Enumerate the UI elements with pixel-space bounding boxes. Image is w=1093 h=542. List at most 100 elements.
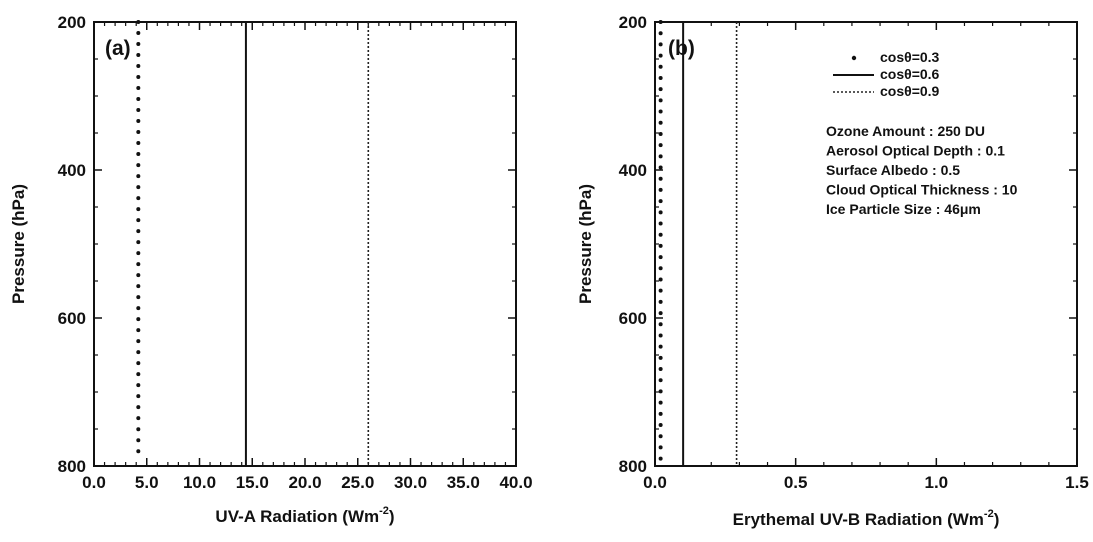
series-point [136, 42, 141, 47]
series-point [136, 339, 141, 344]
series-point [658, 389, 663, 394]
series-point [136, 31, 141, 36]
series-point [658, 333, 663, 338]
series-point [658, 344, 663, 349]
series-point [658, 165, 663, 170]
annotation-line: Cloud Optical Thickness : 10 [826, 182, 1018, 198]
x-tick-label: 35.0 [447, 473, 480, 492]
x-axis-title-end: ) [994, 510, 1000, 529]
panel-label: (a) [105, 37, 131, 60]
series-point [136, 372, 141, 377]
series-point [658, 400, 663, 405]
series-point [658, 75, 663, 80]
series-point [136, 394, 141, 399]
series-point [136, 405, 141, 410]
series-point [136, 273, 141, 278]
series-point [658, 277, 663, 282]
series-point [658, 367, 663, 372]
series-point [136, 350, 141, 355]
series-point [136, 383, 141, 388]
series-point [136, 317, 141, 322]
annotation-line: Aerosol Optical Depth : 0.1 [826, 143, 1005, 159]
series-point [136, 361, 141, 366]
series-point [136, 306, 141, 311]
annotation-line: Ozone Amount : 250 DU [826, 123, 985, 139]
series-point [658, 187, 663, 192]
annotation-line: Ice Particle Size : 46μm [826, 201, 981, 217]
series-point [658, 42, 663, 47]
series-point [136, 185, 141, 190]
x-axis-title-superscript: -2 [984, 508, 994, 520]
series-point [136, 240, 141, 245]
series-point [658, 378, 663, 383]
x-tick-label: 0.5 [784, 473, 808, 492]
series-point [658, 154, 663, 159]
series-point [658, 98, 663, 103]
series-point [136, 295, 141, 300]
series-point [658, 322, 663, 327]
series-point [658, 232, 663, 237]
series-point [136, 64, 141, 69]
series-point [136, 53, 141, 58]
series-point [658, 109, 663, 114]
series-point [136, 218, 141, 223]
x-tick-label: 10.0 [183, 473, 216, 492]
annotation-line: Surface Albedo : 0.5 [826, 162, 960, 178]
series-cos-0-3-dots [658, 20, 663, 461]
x-axis-title-end: ) [389, 507, 395, 526]
series-cos-0-3-dots [136, 20, 141, 454]
x-axis-title: UV-A Radiation (Wm-2) [215, 505, 394, 526]
series-point [658, 423, 663, 428]
x-tick-label: 25.0 [341, 473, 374, 492]
series-point [136, 427, 141, 432]
series-point [658, 143, 663, 148]
series-point [658, 288, 663, 293]
series-point [658, 311, 663, 316]
series-point [658, 199, 663, 204]
series-point [136, 207, 141, 212]
y-tick-label: 800 [58, 457, 86, 476]
x-tick-label: 1.5 [1065, 473, 1089, 492]
series-point [136, 262, 141, 267]
x-axis-title-superscript: -2 [379, 505, 389, 517]
series-point [658, 31, 663, 36]
series-point [658, 120, 663, 125]
series-point [658, 131, 663, 136]
y-tick-label: 200 [58, 13, 86, 32]
y-tick-label: 600 [58, 309, 86, 328]
x-tick-label: 30.0 [394, 473, 427, 492]
series-point [658, 87, 663, 92]
series-point [136, 20, 141, 24]
panel-label: (b) [668, 37, 695, 60]
series-point [658, 221, 663, 226]
series-point [136, 174, 141, 179]
x-tick-label: 40.0 [499, 473, 532, 492]
series-point [136, 416, 141, 421]
series-point [658, 445, 663, 450]
y-axis-title: Pressure (hPa) [576, 184, 595, 304]
legend-label: cosθ=0.9 [880, 83, 940, 99]
series-point [658, 299, 663, 304]
series-point [658, 53, 663, 58]
y-axis-title: Pressure (hPa) [9, 184, 28, 304]
x-tick-label: 5.0 [135, 473, 159, 492]
series-point [658, 266, 663, 271]
series-point [658, 243, 663, 248]
y-tick-label: 400 [58, 161, 86, 180]
series-point [136, 75, 141, 80]
x-tick-label: 15.0 [236, 473, 269, 492]
x-tick-label: 20.0 [288, 473, 321, 492]
series-point [136, 328, 141, 333]
x-axis-title: Erythemal UV-B Radiation (Wm-2) [733, 508, 1000, 529]
series-point [136, 86, 141, 91]
series-point [136, 97, 141, 102]
x-tick-label: 0.0 [643, 473, 667, 492]
legend-dot-marker [851, 55, 857, 61]
panel-a: 0.0 5.0 10.0 15.0 20.0 25.0 30.0 35.0 40.0 200 400… [9, 13, 533, 526]
series-point [136, 119, 141, 124]
series-point [136, 152, 141, 157]
series-point [658, 176, 663, 181]
series-point [136, 108, 141, 113]
